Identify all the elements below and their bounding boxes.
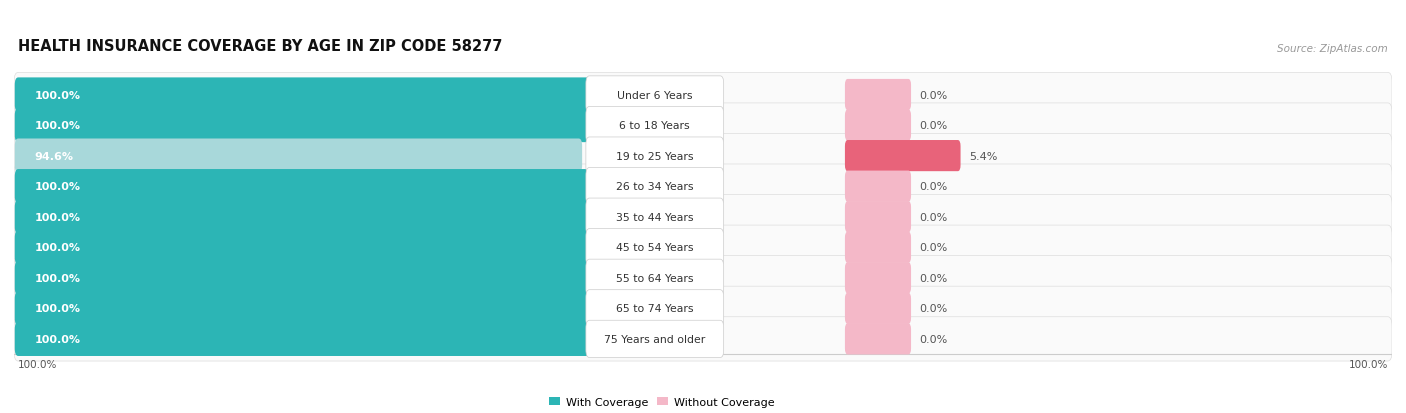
- FancyBboxPatch shape: [586, 107, 724, 144]
- Text: 100.0%: 100.0%: [35, 212, 80, 222]
- Text: 0.0%: 0.0%: [920, 182, 948, 192]
- Text: 100.0%: 100.0%: [18, 359, 58, 369]
- Text: 35 to 44 Years: 35 to 44 Years: [616, 212, 693, 222]
- Text: 100.0%: 100.0%: [35, 334, 80, 344]
- FancyBboxPatch shape: [845, 293, 911, 324]
- FancyBboxPatch shape: [586, 259, 724, 297]
- FancyBboxPatch shape: [586, 199, 724, 236]
- Text: 100.0%: 100.0%: [35, 121, 80, 131]
- FancyBboxPatch shape: [586, 138, 724, 175]
- FancyBboxPatch shape: [14, 287, 1392, 331]
- FancyBboxPatch shape: [14, 139, 582, 173]
- Text: HEALTH INSURANCE COVERAGE BY AGE IN ZIP CODE 58277: HEALTH INSURANCE COVERAGE BY AGE IN ZIP …: [18, 39, 502, 54]
- FancyBboxPatch shape: [14, 200, 614, 234]
- FancyBboxPatch shape: [586, 290, 724, 327]
- FancyBboxPatch shape: [14, 225, 1392, 270]
- Text: 94.6%: 94.6%: [35, 151, 73, 161]
- FancyBboxPatch shape: [14, 292, 614, 326]
- FancyBboxPatch shape: [586, 168, 724, 205]
- Text: 6 to 18 Years: 6 to 18 Years: [620, 121, 690, 131]
- FancyBboxPatch shape: [14, 256, 1392, 300]
- FancyBboxPatch shape: [845, 171, 911, 202]
- Text: 75 Years and older: 75 Years and older: [605, 334, 706, 344]
- FancyBboxPatch shape: [14, 134, 1392, 178]
- Text: 0.0%: 0.0%: [920, 212, 948, 222]
- Text: 100.0%: 100.0%: [35, 273, 80, 283]
- FancyBboxPatch shape: [14, 104, 1392, 148]
- Text: Source: ZipAtlas.com: Source: ZipAtlas.com: [1277, 44, 1388, 54]
- Text: 0.0%: 0.0%: [920, 334, 948, 344]
- Text: 5.4%: 5.4%: [969, 151, 997, 161]
- Text: 100.0%: 100.0%: [1348, 359, 1388, 369]
- FancyBboxPatch shape: [14, 165, 1392, 209]
- Text: 0.0%: 0.0%: [920, 121, 948, 131]
- Text: 26 to 34 Years: 26 to 34 Years: [616, 182, 693, 192]
- Text: 65 to 74 Years: 65 to 74 Years: [616, 304, 693, 313]
- Text: 100.0%: 100.0%: [35, 243, 80, 253]
- FancyBboxPatch shape: [845, 263, 911, 294]
- FancyBboxPatch shape: [14, 261, 614, 295]
- Text: 45 to 54 Years: 45 to 54 Years: [616, 243, 693, 253]
- Text: 0.0%: 0.0%: [920, 243, 948, 253]
- FancyBboxPatch shape: [14, 170, 614, 204]
- FancyBboxPatch shape: [845, 323, 911, 355]
- FancyBboxPatch shape: [845, 232, 911, 263]
- FancyBboxPatch shape: [14, 317, 1392, 361]
- Text: 55 to 64 Years: 55 to 64 Years: [616, 273, 693, 283]
- FancyBboxPatch shape: [586, 320, 724, 358]
- FancyBboxPatch shape: [14, 195, 1392, 239]
- Text: 0.0%: 0.0%: [920, 304, 948, 313]
- FancyBboxPatch shape: [14, 322, 614, 356]
- Legend: With Coverage, Without Coverage: With Coverage, Without Coverage: [544, 392, 779, 411]
- FancyBboxPatch shape: [586, 77, 724, 114]
- FancyBboxPatch shape: [845, 202, 911, 233]
- FancyBboxPatch shape: [845, 110, 911, 141]
- FancyBboxPatch shape: [14, 230, 614, 265]
- FancyBboxPatch shape: [845, 141, 960, 172]
- Text: 100.0%: 100.0%: [35, 182, 80, 192]
- FancyBboxPatch shape: [845, 80, 911, 111]
- Text: 0.0%: 0.0%: [920, 90, 948, 100]
- Text: 100.0%: 100.0%: [35, 90, 80, 100]
- FancyBboxPatch shape: [14, 109, 614, 143]
- Text: Under 6 Years: Under 6 Years: [617, 90, 693, 100]
- Text: 0.0%: 0.0%: [920, 273, 948, 283]
- FancyBboxPatch shape: [586, 229, 724, 266]
- Text: 100.0%: 100.0%: [35, 304, 80, 313]
- FancyBboxPatch shape: [14, 78, 614, 112]
- FancyBboxPatch shape: [14, 73, 1392, 117]
- Text: 19 to 25 Years: 19 to 25 Years: [616, 151, 693, 161]
